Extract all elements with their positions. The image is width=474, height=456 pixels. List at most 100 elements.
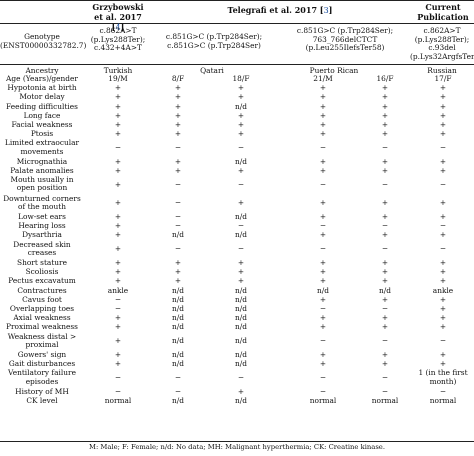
row-label-text: Proximal weakness [6, 322, 78, 332]
table-cell: + [319, 156, 327, 166]
table-cell: + [319, 322, 327, 332]
table-cell: + [237, 120, 245, 129]
table-cell: + [439, 359, 447, 369]
row-label: History of MH [0, 387, 84, 396]
genotype-text: c.93del [428, 43, 456, 53]
table-cell: + [174, 258, 182, 267]
table-cell: normal [104, 396, 132, 405]
table-cell: + [114, 83, 122, 93]
table-cell: n/d [235, 336, 247, 346]
row-label: Mouth usually in open position [0, 176, 84, 192]
table-cell: − [174, 198, 182, 208]
header-grzybowski: Grzybowski et al. 2017 [4] [92, 2, 144, 32]
genotype-text: c.862A>T [423, 26, 461, 35]
table-cell: n/d [172, 313, 184, 323]
table-cell: − [237, 373, 245, 382]
table-cell: + [114, 350, 122, 359]
table-cell: + [114, 129, 122, 139]
table-cell: + [237, 110, 245, 120]
table-cell: − [439, 386, 447, 396]
table-cell: + [439, 156, 447, 166]
genotype-text: (p.Lys32ArgfsTer78) [410, 51, 474, 61]
row-label: Motor delay [0, 93, 84, 101]
table-cell: n/d [172, 294, 184, 304]
table-cell: 16/F [376, 74, 394, 83]
row-label-text: Ventilatory failure [8, 368, 76, 378]
row-label-text: of the mouth [18, 201, 66, 211]
table-cell: + [381, 92, 389, 102]
row-label: CK level [0, 396, 84, 405]
table-cell: + [439, 322, 447, 332]
row-label-text: Weakness distal > [7, 331, 77, 341]
table-cell: n/d [317, 285, 329, 295]
table-cell: + [319, 267, 327, 277]
table-cell: − [319, 244, 327, 254]
table-cell: 1 (in the first month) [418, 368, 468, 386]
table-cell: + [114, 230, 122, 240]
table-cell: + [439, 258, 447, 267]
table-cell: + [381, 83, 389, 93]
row-label-text: Micrognathia [16, 156, 68, 166]
table-cell: + [439, 294, 447, 304]
table-cell: + [114, 276, 122, 286]
table-cell: + [174, 110, 182, 120]
table-cell: + [319, 313, 327, 323]
table-cell: n/d [235, 359, 247, 369]
table-cell: n/d [235, 212, 247, 221]
table-cell: + [319, 129, 327, 139]
table-cell: + [439, 166, 447, 175]
table-cell: + [114, 179, 122, 189]
header-grzybowski-ref[interactable]: 4 [115, 23, 121, 32]
table-cell: n/d [172, 322, 184, 332]
row-label: Limited extraocular movements [0, 139, 84, 155]
genotype-text: 763_766delCTCT [312, 34, 378, 44]
table-cell: + [319, 166, 327, 175]
table-cell: + [174, 276, 182, 286]
genotype-text: (p.Lys288Ter); [90, 34, 146, 44]
table-cell: n/d [235, 396, 247, 405]
table-cell: + [237, 166, 245, 175]
table-cell: n/d [235, 304, 247, 313]
table-cell: + [174, 120, 182, 129]
row-label: Gowers' sign [0, 350, 84, 359]
table-cell: + [439, 276, 447, 286]
table-cell: − [174, 373, 182, 382]
table-cell: + [381, 101, 389, 111]
genotype-text: c.851G>C (p.Trp284Ser) [167, 40, 261, 50]
table-cell: + [114, 101, 122, 111]
row-label-text: Low-set ears [18, 212, 66, 221]
table-cell: + [319, 258, 327, 267]
row-label: Weakness distal > proximal [0, 331, 84, 349]
row-label: Hypotonia at birth [0, 84, 84, 92]
table-cell: + [237, 92, 245, 102]
table-cell: + [174, 156, 182, 166]
header-telegrafi-ref[interactable]: 3 [323, 6, 329, 15]
table-cell: n/d [235, 350, 247, 359]
row-label: Micrognathia [0, 156, 84, 166]
table-cell: − [319, 373, 327, 382]
genotype-label: Genotype (ENST00000332782.7) [0, 32, 86, 50]
table-cell: + [237, 386, 245, 396]
row-label-text: Limited extraocular [4, 138, 80, 148]
table-cell: + [439, 110, 447, 120]
table-cell: + [319, 276, 327, 286]
table-cell: + [439, 101, 447, 111]
table-cell: + [319, 198, 327, 208]
table-cell: + [439, 304, 447, 313]
table-cell: − [439, 179, 447, 189]
genotype-text: c.862A>T [99, 26, 137, 35]
table-cell: + [114, 267, 122, 277]
table-cell: − [381, 386, 389, 396]
table-cell: 8/F [171, 74, 185, 83]
table-cell: − [439, 336, 447, 346]
row-label: Pectus excavatum [0, 277, 84, 285]
table-cell: − [319, 304, 327, 313]
row-label-text: Feeding difficulties [6, 101, 78, 111]
table-cell: − [174, 143, 182, 152]
row-label: Long face [0, 110, 84, 120]
table-cell: + [439, 212, 447, 221]
table-cell: + [114, 322, 122, 332]
table-cell: + [237, 267, 245, 277]
row-label-text: Palate anomalies [10, 166, 74, 175]
row-label-text: Long face [23, 110, 61, 120]
